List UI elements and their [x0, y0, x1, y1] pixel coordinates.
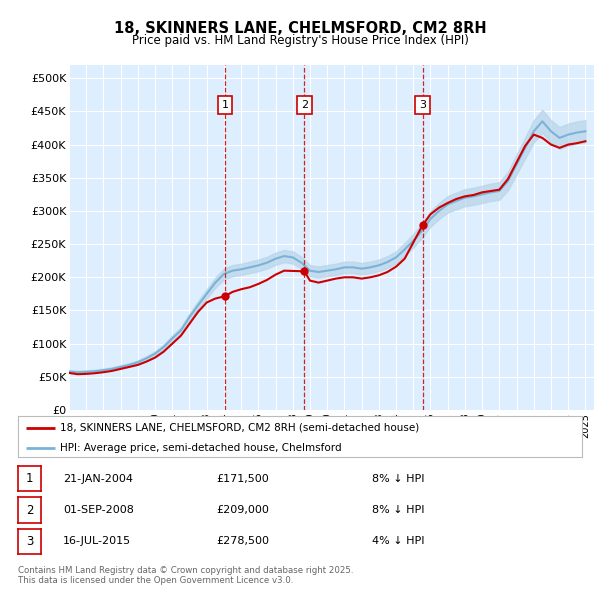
Text: £278,500: £278,500 [216, 536, 269, 546]
Text: 8% ↓ HPI: 8% ↓ HPI [372, 505, 425, 515]
Text: 16-JUL-2015: 16-JUL-2015 [63, 536, 131, 546]
Text: Contains HM Land Registry data © Crown copyright and database right 2025.
This d: Contains HM Land Registry data © Crown c… [18, 566, 353, 585]
Text: 3: 3 [26, 535, 33, 548]
Text: 18, SKINNERS LANE, CHELMSFORD, CM2 8RH: 18, SKINNERS LANE, CHELMSFORD, CM2 8RH [113, 21, 487, 35]
Text: 21-JAN-2004: 21-JAN-2004 [63, 474, 133, 484]
Text: Price paid vs. HM Land Registry's House Price Index (HPI): Price paid vs. HM Land Registry's House … [131, 34, 469, 47]
Text: 01-SEP-2008: 01-SEP-2008 [63, 505, 134, 515]
Text: 18, SKINNERS LANE, CHELMSFORD, CM2 8RH (semi-detached house): 18, SKINNERS LANE, CHELMSFORD, CM2 8RH (… [60, 422, 419, 432]
Text: 8% ↓ HPI: 8% ↓ HPI [372, 474, 425, 484]
Text: 3: 3 [419, 100, 426, 110]
Text: 4% ↓ HPI: 4% ↓ HPI [372, 536, 425, 546]
Text: 2: 2 [301, 100, 308, 110]
Text: 2: 2 [26, 503, 33, 517]
Text: HPI: Average price, semi-detached house, Chelmsford: HPI: Average price, semi-detached house,… [60, 443, 342, 453]
Text: 1: 1 [221, 100, 229, 110]
Text: 1: 1 [26, 472, 33, 486]
Text: £171,500: £171,500 [216, 474, 269, 484]
Text: £209,000: £209,000 [216, 505, 269, 515]
